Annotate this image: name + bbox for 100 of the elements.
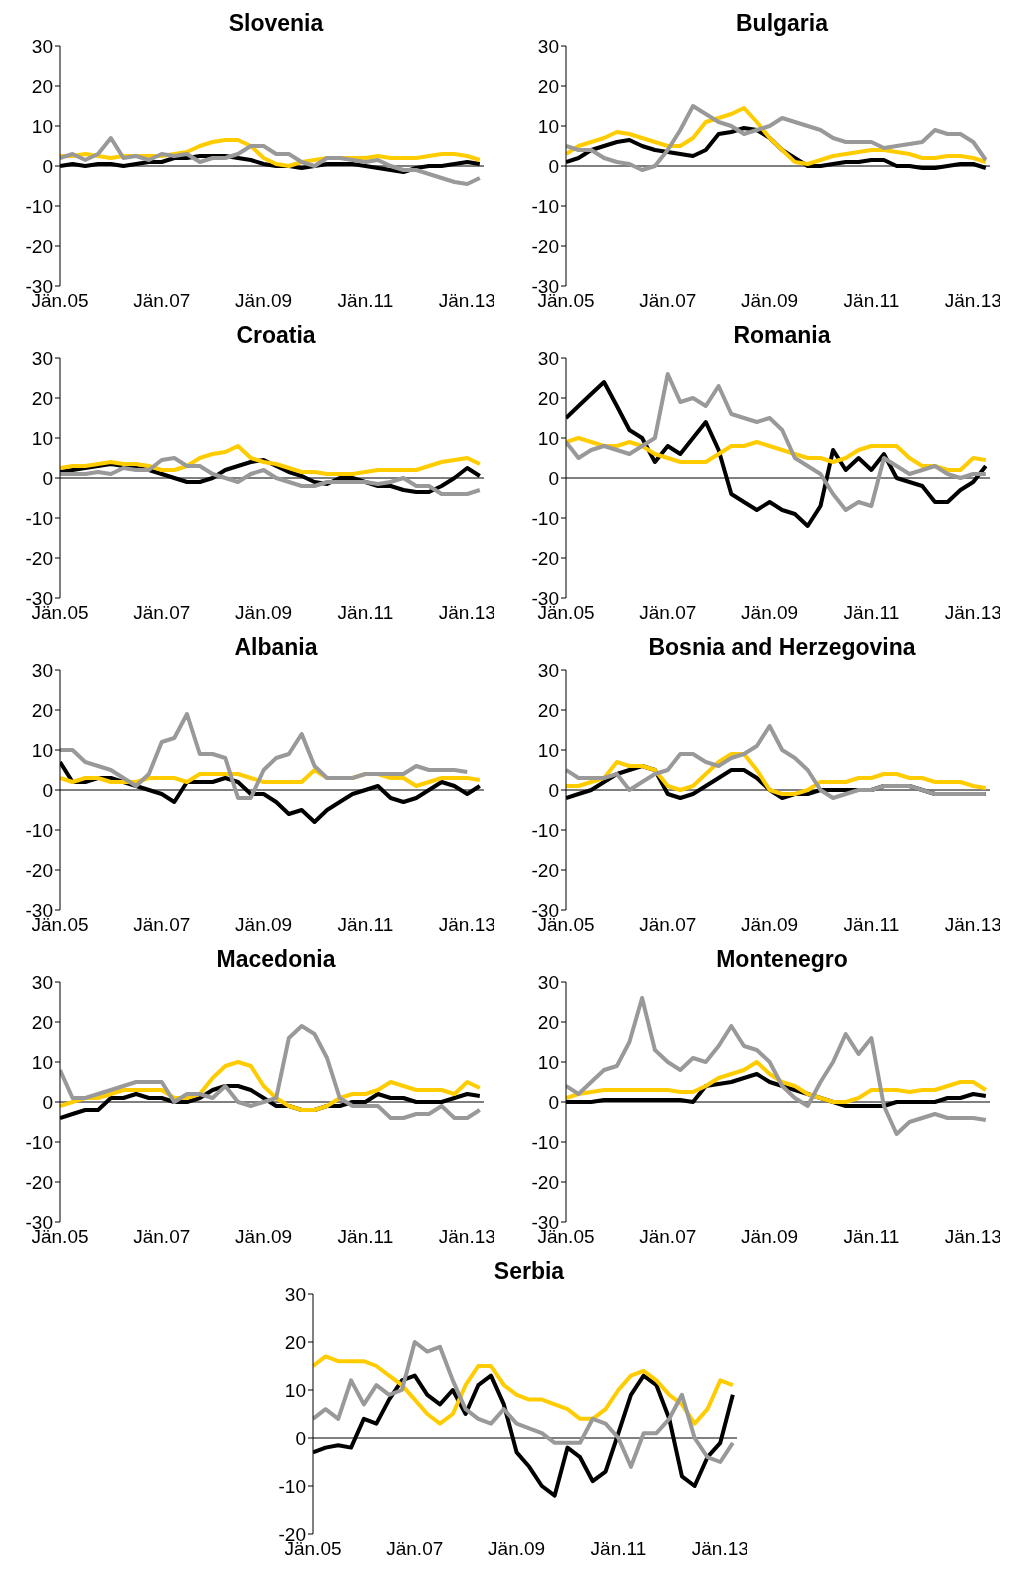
x-tick-label: Jän.07 [639, 1226, 697, 1248]
y-tick-label: 10 [284, 1379, 306, 1401]
y-tick-label: 20 [31, 387, 53, 409]
y-tick-label: 10 [537, 1051, 559, 1073]
chart-title: Bulgaria [735, 10, 829, 36]
y-tick-label: 30 [31, 659, 53, 681]
y-tick-label: -20 [531, 859, 559, 881]
x-tick-label: Jän.11 [337, 290, 394, 312]
y-tick-label: 0 [548, 779, 559, 801]
x-tick-label: Jän.13 [944, 602, 1002, 624]
x-tick-label: Jän.11 [337, 914, 394, 936]
y-tick-label: 30 [31, 971, 53, 993]
y-tick-label: 0 [42, 779, 53, 801]
chart-title: Albania [234, 634, 318, 660]
y-tick-label: 10 [31, 1051, 53, 1073]
y-tick-label: 30 [537, 971, 559, 993]
y-tick-label: 20 [537, 387, 559, 409]
y-tick-label: -20 [25, 235, 53, 257]
x-tick-label: Jän.09 [741, 290, 799, 312]
y-tick-label: 0 [42, 155, 53, 177]
x-tick-label: Jän.07 [639, 914, 697, 936]
chart-title: Bosnia and Herzegovina [648, 634, 916, 660]
y-tick-label: 10 [537, 739, 559, 761]
y-tick-label: 20 [537, 75, 559, 97]
x-tick-label: Jän.11 [843, 602, 900, 624]
y-tick-label: 10 [31, 427, 53, 449]
y-tick-label: 0 [548, 155, 559, 177]
y-tick-label: -10 [25, 507, 53, 529]
x-tick-label: Jän.11 [843, 1226, 900, 1248]
x-tick-label: Jän.07 [133, 914, 191, 936]
x-tick-label: Jän.09 [488, 1538, 546, 1560]
x-tick-label: Jän.13 [944, 914, 1002, 936]
y-tick-label: -10 [25, 195, 53, 217]
y-tick-label: 30 [537, 659, 559, 681]
y-tick-label: -20 [531, 235, 559, 257]
y-tick-label: -10 [531, 195, 559, 217]
x-tick-label: Jän.09 [741, 602, 799, 624]
y-tick-label: -10 [278, 1475, 306, 1497]
x-tick-label: Jän.13 [438, 914, 496, 936]
x-tick-label: Jän.09 [235, 290, 293, 312]
y-tick-label: -20 [25, 859, 53, 881]
y-tick-label: -20 [531, 547, 559, 569]
x-tick-label: Jän.11 [337, 602, 394, 624]
y-tick-label: 20 [284, 1331, 306, 1353]
x-tick-label: Jän.11 [337, 1226, 394, 1248]
y-tick-label: 10 [537, 115, 559, 137]
y-tick-label: 20 [31, 699, 53, 721]
chart-title: Macedonia [216, 946, 336, 972]
y-tick-label: -10 [531, 819, 559, 841]
y-tick-label: 20 [537, 699, 559, 721]
y-tick-label: 30 [31, 35, 53, 57]
x-tick-label: Jän.07 [386, 1538, 444, 1560]
y-tick-label: 0 [548, 467, 559, 489]
x-tick-label: Jän.13 [438, 1226, 496, 1248]
y-tick-label: 10 [31, 739, 53, 761]
y-tick-label: -20 [25, 1171, 53, 1193]
x-tick-label: Jän.11 [843, 290, 900, 312]
x-tick-label: Jän.07 [133, 290, 191, 312]
chart-title: Slovenia [228, 10, 324, 36]
line-series [60, 712, 470, 800]
x-tick-label: Jän.09 [741, 914, 799, 936]
x-tick-label: Jän.09 [235, 602, 293, 624]
x-tick-label: Jän.07 [639, 290, 697, 312]
x-tick-label: Jän.11 [843, 914, 900, 936]
x-tick-label: Jän.09 [235, 914, 293, 936]
x-tick-label: Jän.13 [438, 290, 496, 312]
y-tick-label: 0 [295, 1427, 306, 1449]
x-tick-label: Jän.13 [944, 1226, 1002, 1248]
chart-title: Romania [733, 322, 831, 348]
y-tick-label: 20 [537, 1011, 559, 1033]
x-tick-label: Jän.13 [438, 602, 496, 624]
y-tick-label: 30 [31, 347, 53, 369]
y-tick-label: 10 [537, 427, 559, 449]
chart-title: Montenegro [716, 946, 848, 972]
y-tick-label: 10 [31, 115, 53, 137]
x-tick-label: Jän.09 [235, 1226, 293, 1248]
y-tick-label: 0 [42, 467, 53, 489]
y-tick-label: 30 [537, 347, 559, 369]
x-tick-label: Jän.13 [944, 290, 1002, 312]
y-tick-label: -10 [531, 1131, 559, 1153]
y-tick-label: -10 [25, 1131, 53, 1153]
chart-title: Serbia [493, 1258, 565, 1284]
y-tick-label: 20 [31, 75, 53, 97]
x-tick-label: Jän.09 [741, 1226, 799, 1248]
y-tick-label: -10 [25, 819, 53, 841]
line-series [566, 436, 988, 472]
y-tick-label: 30 [284, 1283, 306, 1305]
y-tick-label: -10 [531, 507, 559, 529]
y-tick-label: 0 [42, 1091, 53, 1113]
y-tick-label: 0 [548, 1091, 559, 1113]
y-tick-label: -20 [25, 547, 53, 569]
x-tick-label: Jän.11 [590, 1538, 647, 1560]
y-tick-label: 20 [31, 1011, 53, 1033]
x-tick-label: Jän.07 [639, 602, 697, 624]
line-series [313, 1354, 735, 1426]
x-tick-label: Jän.07 [133, 1226, 191, 1248]
y-tick-label: 30 [537, 35, 559, 57]
x-tick-label: Jän.13 [691, 1538, 749, 1560]
x-tick-label: Jän.07 [133, 602, 191, 624]
y-tick-label: -20 [531, 1171, 559, 1193]
